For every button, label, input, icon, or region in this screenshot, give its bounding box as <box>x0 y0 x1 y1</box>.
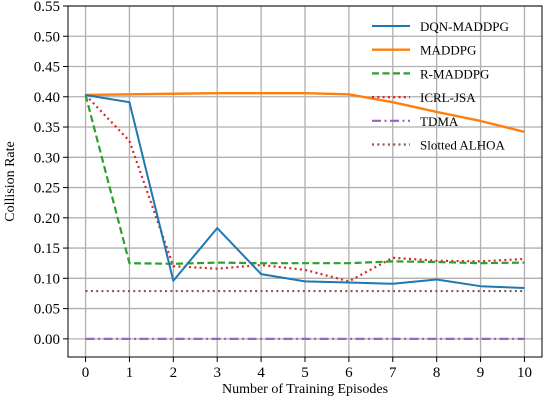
y-tick-label: 0.50 <box>34 29 60 45</box>
y-tick-label: 0.35 <box>34 120 60 136</box>
series-line-maddpg <box>85 91 525 134</box>
y-tick-label: 0.15 <box>34 241 60 257</box>
legend-label: Slotted ALHOA <box>420 138 505 153</box>
legend-label: ICRL-JSA <box>420 90 476 105</box>
x-tick-label: 5 <box>301 365 309 381</box>
grid <box>68 5 542 357</box>
legend: DQN-MADDPG MADDPG R-MADDPG ICRL-JSA TDMA Slot… <box>372 19 509 153</box>
x-axis-label: Number of Training Episodes <box>222 382 388 397</box>
legend-label: R-MADDPG <box>420 66 489 81</box>
y-tick-label: 0.25 <box>34 181 60 197</box>
x-tick-label: 7 <box>389 365 397 381</box>
series-line-r-maddpg <box>84 94 525 265</box>
y-tick-label: 0.30 <box>34 150 60 166</box>
x-tick-label: 2 <box>170 365 178 381</box>
legend-label: DQN-MADDPG <box>420 19 509 34</box>
axis-ticks: 0 1 2 3 4 5 6 7 8 9 10 0.00 0.05 0.10 0.15 0.20 0.25 0.30… <box>34 0 532 381</box>
y-tick-label: 0.45 <box>34 60 60 76</box>
series-line-dqn-maddpg <box>85 93 525 290</box>
y-tick-label: 0.55 <box>34 0 60 15</box>
x-tick-label: 6 <box>345 365 353 381</box>
x-tick-label: 8 <box>433 365 441 381</box>
y-tick-label: 0.05 <box>34 302 60 318</box>
x-tick-label: 9 <box>477 365 485 381</box>
legend-label: TDMA <box>420 114 459 129</box>
y-tick-label: 0.00 <box>34 332 60 348</box>
y-axis-label: Collision Rate <box>3 141 18 222</box>
x-tick-label: 0 <box>82 365 90 381</box>
y-tick-label: 0.20 <box>34 211 60 227</box>
x-tick-label: 4 <box>257 365 265 381</box>
y-tick-label: 0.40 <box>34 90 60 106</box>
x-tick-label: 10 <box>517 365 532 381</box>
x-tick-label: 3 <box>213 365 221 381</box>
series-layer <box>84 91 525 340</box>
x-tick-label: 1 <box>126 365 134 381</box>
legend-label: MADDPG <box>420 43 476 58</box>
y-tick-label: 0.10 <box>34 271 60 287</box>
